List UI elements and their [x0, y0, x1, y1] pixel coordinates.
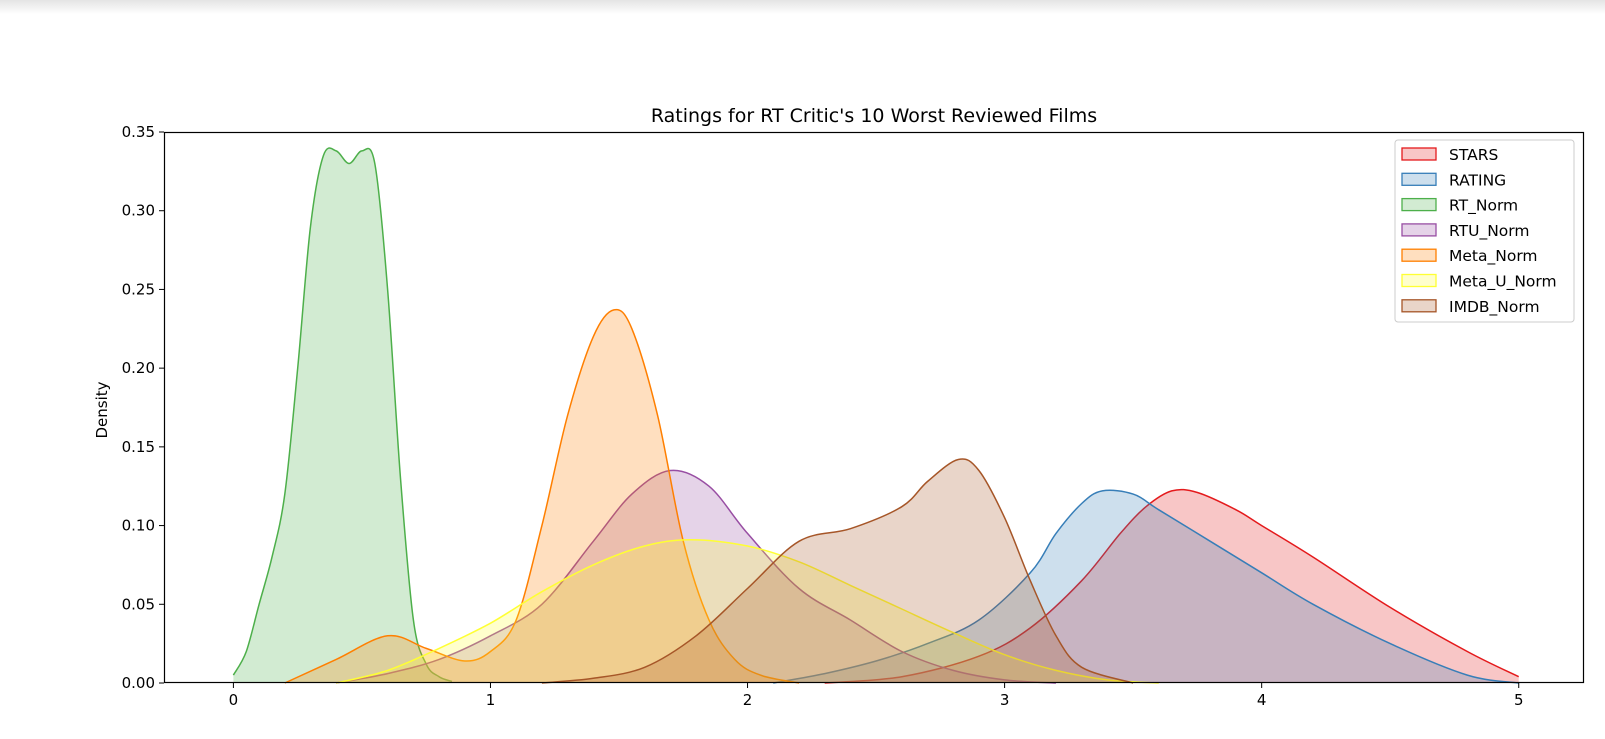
x-axis-ticks: 0 1 2 3 4 5 [229, 683, 1524, 709]
legend-label-rt-norm: RT_Norm [1449, 197, 1518, 216]
y-tick-label: 0.20 [122, 359, 155, 377]
y-tick-label: 0.35 [122, 123, 155, 141]
x-tick-label: 1 [486, 691, 496, 709]
line-meta-norm [284, 308, 800, 684]
y-tick-label: 0.25 [122, 280, 155, 298]
area-stars [824, 489, 1519, 683]
area-meta-norm [284, 309, 799, 683]
legend: STARS RATING RT_Norm RTU_Norm Meta_Norm Meta_… [1394, 139, 1575, 323]
line-rtu-norm [336, 469, 1057, 684]
line-rating [773, 489, 1519, 684]
y-tick-label: 0.00 [122, 674, 155, 692]
y-axis-ticks: 0.00 0.05 0.10 0.15 0.20 0.25 0.30 0.35 [122, 123, 164, 692]
legend-label-meta-norm: Meta_Norm [1449, 247, 1538, 266]
x-tick-label: 5 [1514, 691, 1524, 709]
legend-label-imdb-norm: IMDB_Norm [1449, 298, 1540, 317]
y-tick-label: 0.10 [122, 517, 155, 535]
x-tick-label: 2 [743, 691, 753, 709]
legend-label-rtu-norm: RTU_Norm [1449, 222, 1529, 241]
legend-swatch-rtu-norm [1401, 223, 1437, 237]
legend-box [1394, 139, 1575, 323]
x-tick-label: 3 [1000, 691, 1010, 709]
x-tick-label: 0 [229, 691, 239, 709]
legend-swatch-imdb-norm [1401, 299, 1437, 313]
y-tick-label: 0.30 [122, 202, 155, 220]
area-rtu-norm [336, 470, 1056, 683]
x-tick-label: 4 [1257, 691, 1267, 709]
area-imdb-norm [541, 458, 1134, 683]
line-imdb-norm [541, 458, 1134, 684]
legend-swatch-rating [1401, 172, 1437, 186]
density-areas [232, 147, 1520, 684]
legend-swatch-meta-u-norm [1401, 273, 1437, 288]
legend-swatch-meta-norm [1401, 248, 1437, 262]
window-top-shadow [0, 0, 1605, 14]
line-rt-norm [232, 147, 453, 683]
legend-label-stars: STARS [1449, 146, 1498, 164]
area-rt-norm [233, 148, 452, 684]
plot-frame [163, 131, 1585, 684]
y-tick-label: 0.15 [122, 438, 155, 456]
y-axis-label: Density [93, 381, 111, 438]
legend-label-meta-u-norm: Meta_U_Norm [1449, 273, 1557, 292]
chart-title: Ratings for RT Critic's 10 Worst Reviewe… [651, 105, 1097, 127]
legend-swatch-rt-norm [1401, 197, 1437, 212]
legend-label-rating: RATING [1449, 171, 1506, 189]
y-tick-label: 0.05 [122, 595, 155, 613]
line-meta-u-norm [336, 538, 1159, 684]
legend-swatch-stars [1401, 147, 1437, 161]
line-stars [824, 488, 1520, 684]
area-meta-u-norm [336, 539, 1159, 683]
